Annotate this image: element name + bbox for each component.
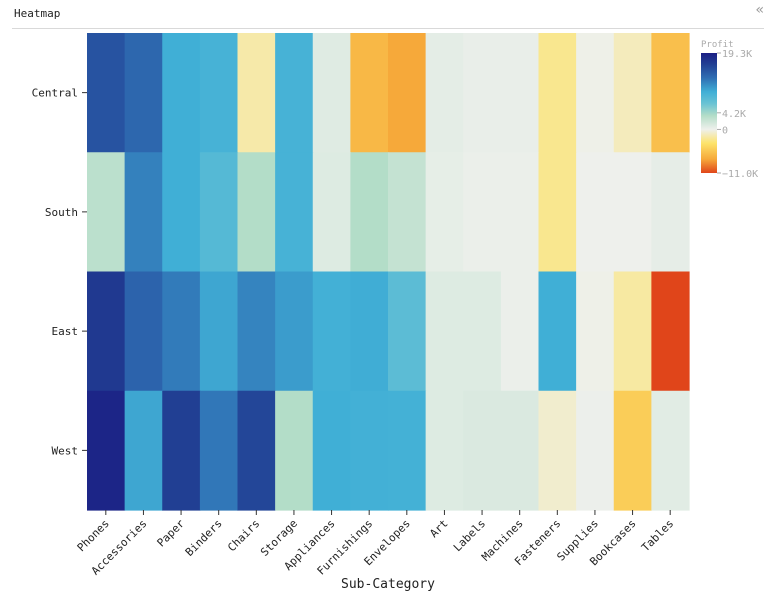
heatmap-cell xyxy=(199,33,239,153)
x-tick-label: Paper xyxy=(155,517,188,550)
heatmap-cell xyxy=(124,390,163,511)
heatmap-cell xyxy=(162,33,201,153)
heatmap-cell xyxy=(538,152,577,273)
colorbar-tick-label: −11.0K xyxy=(722,169,758,180)
heatmap-cell xyxy=(613,152,652,273)
colorbar xyxy=(701,53,717,173)
x-tick-label: Chairs xyxy=(225,517,262,554)
heatmap-cell xyxy=(237,271,276,392)
heatmap-cell xyxy=(124,271,163,392)
colorbar-title: Profit xyxy=(701,40,734,50)
heatmap-cell xyxy=(576,33,615,153)
x-tick-label: Art xyxy=(427,517,450,540)
heatmap-cell xyxy=(124,152,163,273)
heatmap-cell xyxy=(425,271,464,392)
heatmap-cell xyxy=(312,271,351,392)
heatmap-cell xyxy=(538,390,577,511)
heatmap-cell xyxy=(275,271,314,392)
panel-title: Heatmap xyxy=(14,7,61,20)
colorbar-tick-label: 19.3K xyxy=(722,49,752,60)
heatmap-cell xyxy=(350,152,389,273)
heatmap-cell xyxy=(237,390,276,511)
heatmap-cell xyxy=(463,390,502,511)
heatmap-cell xyxy=(613,390,652,511)
heatmap-cell xyxy=(124,33,163,153)
heatmap-cell xyxy=(312,152,351,273)
heatmap-cell xyxy=(425,152,464,273)
heatmap-cell xyxy=(500,390,540,511)
heatmap-cell xyxy=(199,390,239,511)
y-tick-label: East xyxy=(52,325,79,338)
y-tick-label: Central xyxy=(32,87,78,100)
heatmap-cell xyxy=(87,390,126,511)
heatmap-cell xyxy=(388,390,427,511)
heatmap-cell xyxy=(312,390,351,511)
heatmap-cell xyxy=(538,271,577,392)
heatmap-cell xyxy=(162,152,201,273)
heatmap-cell xyxy=(463,271,502,392)
heatmap-cell xyxy=(275,390,314,511)
heatmap-cell xyxy=(388,271,427,392)
heatmap-cell xyxy=(350,33,389,153)
heatmap-cell xyxy=(463,33,502,153)
heatmap-cell xyxy=(613,271,652,392)
heatmap-cell xyxy=(275,33,314,153)
heatmap-cell xyxy=(425,390,464,511)
heatmap-cell xyxy=(500,271,540,392)
y-tick-label: South xyxy=(45,206,78,219)
heatmap-cell xyxy=(576,390,615,511)
heatmap-cell xyxy=(162,271,201,392)
heatmap-cell xyxy=(500,152,540,273)
heatmap-cell xyxy=(651,271,690,392)
colorbar-tick-label: 0 xyxy=(722,125,728,136)
heatmap-cell xyxy=(87,33,126,153)
x-tick-label: Binders xyxy=(183,517,225,559)
y-tick-label: West xyxy=(52,444,79,457)
heatmap-cell xyxy=(500,33,540,153)
double-chevron-left-icon[interactable]: « xyxy=(755,2,764,18)
heatmap-cell xyxy=(275,152,314,273)
heatmap-cell xyxy=(87,152,126,273)
x-tick-label: Phones xyxy=(75,517,112,554)
heatmap-cell xyxy=(651,152,690,273)
heatmap-cell xyxy=(237,33,276,153)
heatmap-cell xyxy=(199,152,239,273)
heatmap-cell xyxy=(651,33,690,153)
heatmap-cell xyxy=(388,152,427,273)
heatmap-cell xyxy=(463,152,502,273)
heatmap-cell xyxy=(350,271,389,392)
heatmap-cell xyxy=(613,33,652,153)
heatmap-cell xyxy=(350,390,389,511)
heatmap-cell xyxy=(199,271,239,392)
x-tick-label: Labels xyxy=(451,517,488,554)
heatmap-cell xyxy=(538,33,577,153)
heatmap-cell xyxy=(388,33,427,153)
x-tick-label: Tables xyxy=(639,517,676,554)
heatmap-cell xyxy=(312,33,351,153)
heatmap-cell xyxy=(237,152,276,273)
x-axis-title: Sub-Category xyxy=(341,577,435,592)
heatmap-cell xyxy=(87,271,126,392)
panel-header: Heatmap « xyxy=(12,0,764,29)
heatmap-cell xyxy=(425,33,464,153)
colorbar-tick-label: 4.2K xyxy=(722,109,746,120)
heatmap-cell xyxy=(651,390,690,511)
heatmap-cell xyxy=(162,390,201,511)
heatmap-cell xyxy=(576,152,615,273)
heatmap-cell xyxy=(576,271,615,392)
